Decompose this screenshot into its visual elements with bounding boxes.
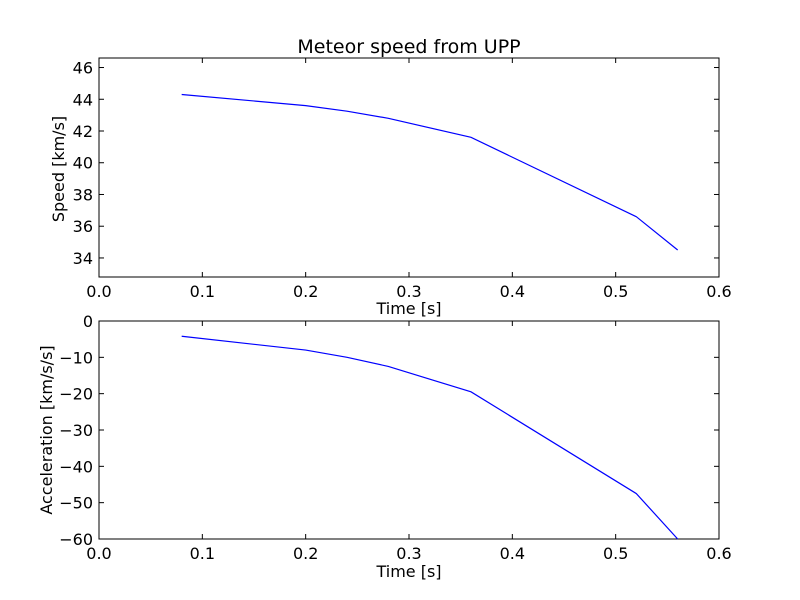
speed-chart: Meteor speed from UPP 0.0 0.1 0.2 0.3 0.4 0.5…	[49, 36, 732, 318]
x-tick-label: 0.6	[706, 282, 731, 301]
y-tick-label: −10	[59, 348, 93, 367]
axes-frame	[98, 57, 720, 278]
x-tick-label: 0.2	[293, 282, 318, 301]
x-tick-label: 0.4	[500, 282, 525, 301]
y-axis-label: Acceleration [km/s/s]	[37, 345, 56, 514]
y-tick-label: 46	[73, 59, 93, 78]
x-tick-label: 0.5	[603, 282, 628, 301]
x-tick-label: 0.1	[190, 544, 215, 563]
y-tick-label: −60	[59, 530, 93, 549]
x-tick-label: 0.1	[190, 282, 215, 301]
y-tick-label: 36	[73, 217, 93, 236]
plot-area: 0.0 0.1 0.2 0.3 0.4 0.5 0.6 34 36 38 40 42 44 46	[73, 57, 732, 301]
x-tick-label: 0.6	[706, 544, 731, 563]
x-tick-label: 0.0	[86, 282, 111, 301]
x-tick-label: 0.0	[86, 544, 111, 563]
y-tick-label: −40	[59, 457, 93, 476]
y-tick-label: 34	[73, 249, 93, 268]
data-line	[181, 335, 679, 540]
x-axis-label: Time [s]	[375, 562, 441, 581]
y-tick-label: −20	[59, 385, 93, 404]
y-tick-label: 0	[83, 312, 93, 331]
y-axis-label: Speed [km/s]	[49, 116, 68, 222]
x-axis-label: Time [s]	[375, 299, 441, 318]
x-tick-label: 0.2	[293, 544, 318, 563]
x-tick-label: 0.3	[396, 544, 421, 563]
axes-frame	[98, 320, 720, 540]
y-tick-label: 42	[73, 122, 93, 141]
x-tick-label: 0.4	[500, 544, 525, 563]
data-line	[181, 93, 679, 251]
chart-title: Meteor speed from UPP	[297, 36, 520, 58]
y-tick-label: −50	[59, 494, 93, 513]
y-tick-label: −30	[59, 421, 93, 440]
x-tick-label: 0.5	[603, 544, 628, 563]
y-tick-label: 38	[73, 185, 93, 204]
plot-area: 0.0 0.1 0.2 0.3 0.4 0.5 0.6 0 −10 −20 −30 −40 −50 −60	[59, 312, 731, 563]
acceleration-chart: 0.0 0.1 0.2 0.3 0.4 0.5 0.6 0 −10 −20 −30 −40 −50 −60…	[37, 312, 732, 581]
y-tick-label: 40	[73, 154, 93, 173]
x-tick-label: 0.3	[396, 282, 421, 301]
y-tick-label: 44	[73, 90, 93, 109]
